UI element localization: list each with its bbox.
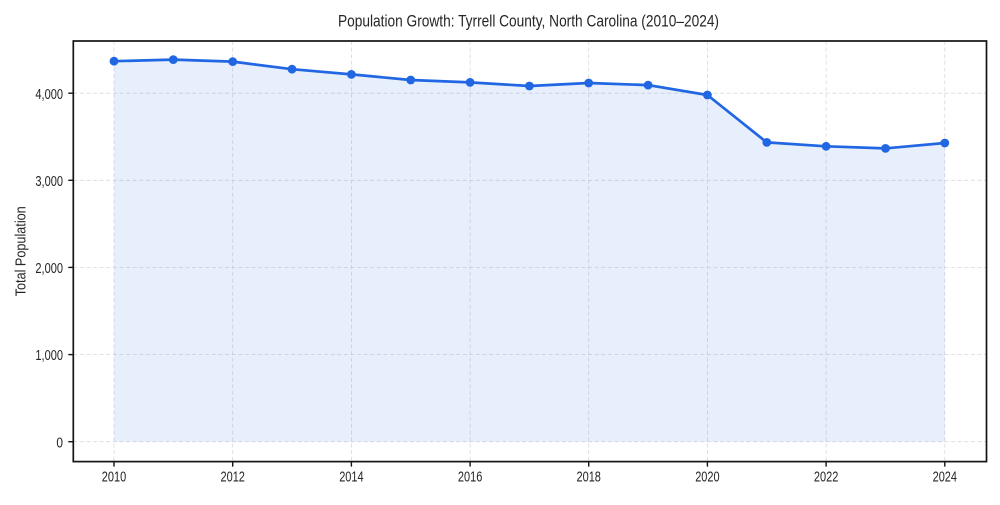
svg-text:2022: 2022	[814, 469, 838, 486]
svg-text:3,000: 3,000	[35, 173, 63, 190]
svg-text:2010: 2010	[102, 469, 126, 486]
svg-text:2,000: 2,000	[35, 260, 63, 277]
svg-text:Total Population: Total Population	[12, 206, 29, 296]
svg-text:2012: 2012	[221, 469, 245, 486]
svg-text:2024: 2024	[933, 469, 957, 486]
svg-text:2020: 2020	[695, 469, 719, 486]
svg-text:2016: 2016	[458, 469, 482, 486]
svg-text:1,000: 1,000	[35, 347, 63, 364]
svg-text:Population Growth: Tyrrell Cou: Population Growth: Tyrrell County, North…	[338, 12, 719, 31]
svg-text:4,000: 4,000	[35, 86, 63, 103]
svg-text:2014: 2014	[339, 469, 363, 486]
svg-text:2018: 2018	[577, 469, 601, 486]
svg-text:0: 0	[56, 434, 63, 451]
